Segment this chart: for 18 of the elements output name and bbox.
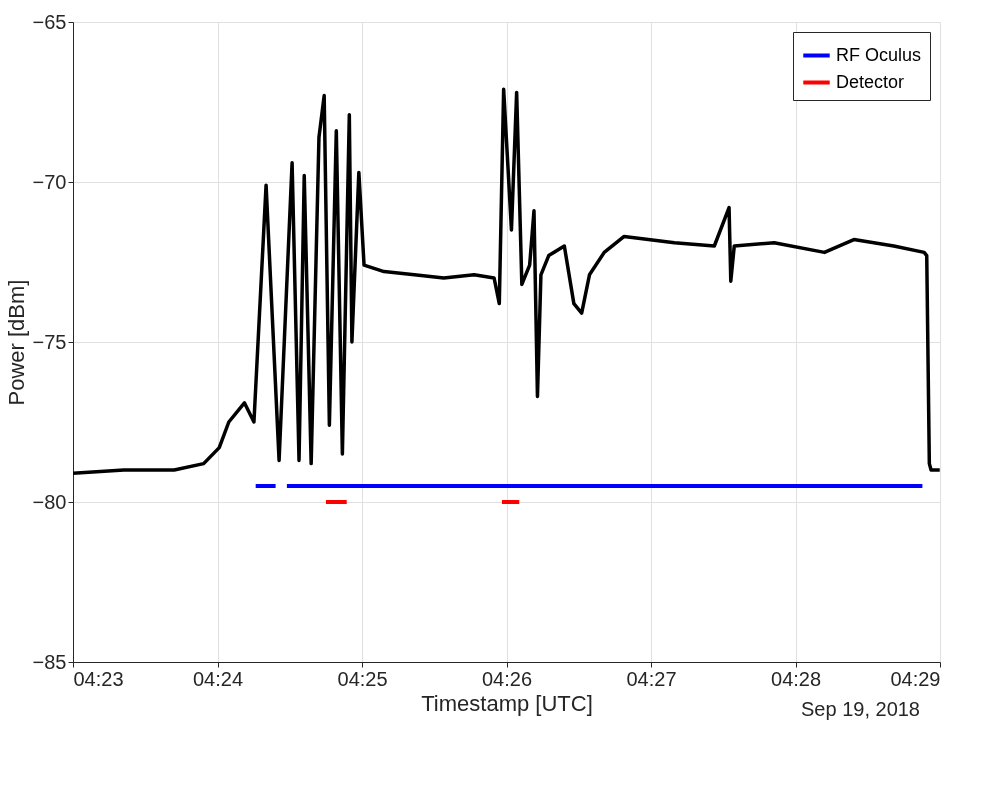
x-tick-label: 04:26 [481,667,533,690]
x-tick-label: 04:25 [337,667,388,690]
y-tick-label: −75 [32,330,67,353]
x-axis-title: Timestamp [UTC] [421,690,593,716]
x-tick-label: 04:29 [890,667,941,690]
y-axis-title: Power [dBm] [3,279,29,406]
y-tick-label: −85 [32,650,67,673]
y-tick-label: −70 [32,170,67,193]
line-series [73,87,940,475]
y-tick-label: −65 [32,10,67,33]
x-tick-label: 04:24 [193,667,244,690]
y-tick-label: −80 [32,490,67,513]
x-tick-label: 04:28 [771,667,822,690]
legend-label: Detector [836,71,905,92]
text: Sep 19, 2018 [801,698,920,720]
x-tick-label: 04:23 [73,667,124,690]
x-tick-label: 04:27 [626,667,677,690]
legend-label: RF Oculus [836,44,922,65]
